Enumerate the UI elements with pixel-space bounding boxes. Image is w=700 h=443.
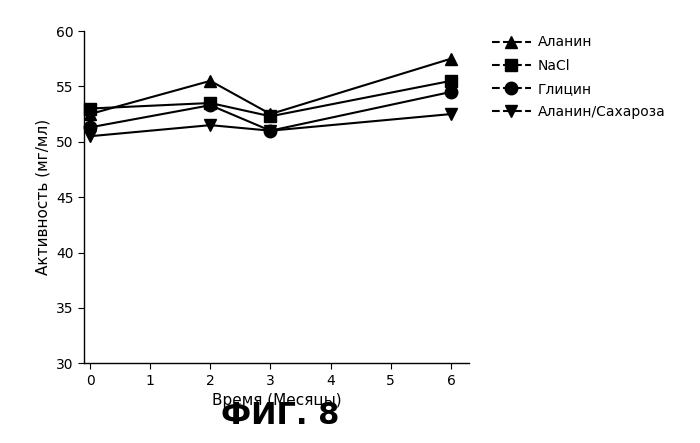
Y-axis label: Активность (мг/мл): Активность (мг/мл) <box>36 119 50 275</box>
X-axis label: Время (Месяцы): Время (Месяцы) <box>211 393 342 408</box>
Text: ФИГ. 8: ФИГ. 8 <box>220 401 340 430</box>
Legend: Аланин, NaCl, Глицин, Аланин/Сахароза: Аланин, NaCl, Глицин, Аланин/Сахароза <box>487 31 669 123</box>
